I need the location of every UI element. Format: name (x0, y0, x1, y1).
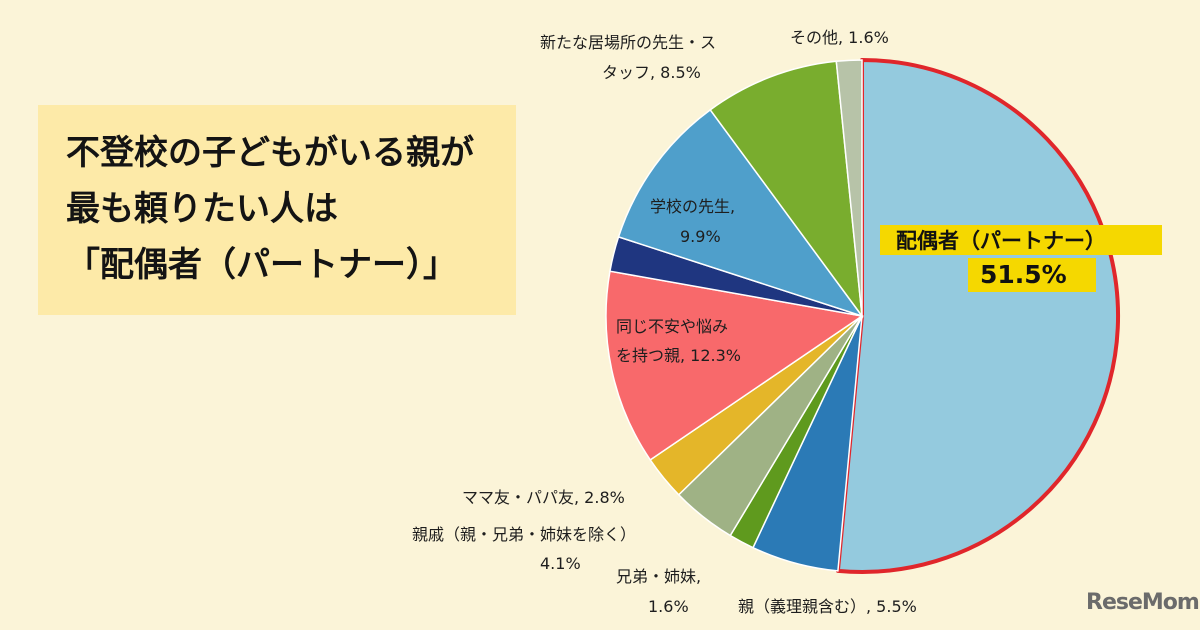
headline-line-2: 最も頼りたい人は (66, 189, 338, 229)
partner-label-highlight (880, 225, 1162, 255)
pie-slices (605, 58, 1120, 574)
slice-label-siblings: 兄弟・姉妹, (616, 567, 701, 586)
slice-value-newplace: タッフ, 8.5% (602, 63, 701, 82)
slice-value-teacher: 9.9% (680, 227, 721, 246)
partner-pct-highlight (968, 258, 1096, 292)
slice-value-relatives: 4.1% (540, 554, 581, 573)
slice-label-sameparents: 同じ不安や悩み (616, 317, 728, 336)
pie-slice-5 (605, 270, 864, 461)
slice-label-mamatomo: ママ友・パパ友, 2.8% (462, 488, 625, 507)
slice-label-relatives: 親戚（親・兄弟・姉妹を除く） (412, 525, 636, 544)
headline-line-3: 「配偶者（パートナー）」 (66, 245, 457, 285)
headline-box: 不登校の子どもがいる親が 最も頼りたい人は 「配偶者（パートナー）」 (38, 105, 516, 315)
pie-slice-8 (709, 60, 864, 319)
pie-slice-9 (835, 59, 863, 317)
slice-label-newplace: 新たな居場所の先生・ス (540, 33, 716, 52)
pie-slice-highlight-outline (835, 58, 1120, 574)
pie-slice-7 (617, 108, 864, 318)
slice-label-parents: 親（義理親含む）, 5.5% (738, 597, 917, 616)
headline-line-1: 不登校の子どもがいる親が (66, 133, 474, 173)
slice-label-teacher: 学校の先生, (650, 197, 735, 216)
slice-value-partner: 51.5% (980, 260, 1067, 289)
pie-slice-0 (837, 59, 1119, 573)
resemom-logo: ReseMom (1086, 590, 1200, 615)
slice-value-sameparents: を持つ親, 12.3% (616, 346, 741, 365)
slice-label-other: その他, 1.6% (790, 28, 889, 47)
slice-value-siblings: 1.6% (648, 597, 689, 616)
slice-label-partner: 配偶者（パートナー） (896, 229, 1106, 253)
pie-labels: 配偶者（パートナー） 51.5% 親（義理親含む）, 5.5% 兄弟・姉妹, 1… (412, 28, 1162, 616)
